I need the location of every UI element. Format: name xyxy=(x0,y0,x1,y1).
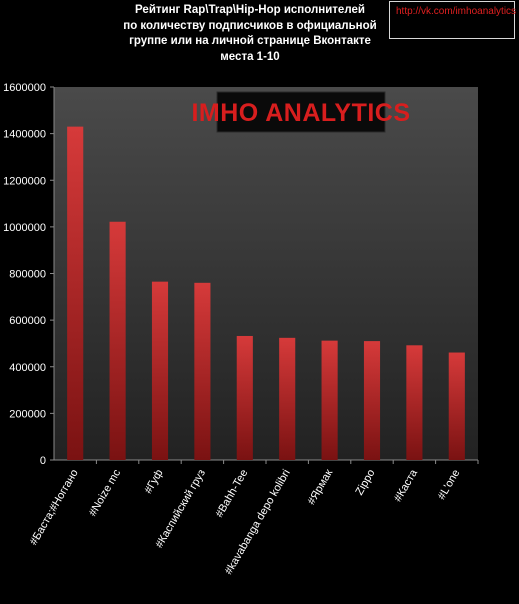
x-tick-label: Zippo xyxy=(353,468,377,498)
chart-title: Рейтинг Rap\Trap\Hip-Hop исполнителей по… xyxy=(100,3,400,65)
x-tick-label: #L'one xyxy=(436,468,463,502)
source-link-box[interactable]: http://vk.com/imhoanalytics xyxy=(389,1,517,39)
bar xyxy=(448,352,465,460)
title-line-4: места 1-10 xyxy=(220,50,280,63)
bar xyxy=(363,341,381,460)
x-tick-label: #Гуф xyxy=(142,468,165,496)
y-tick-label: 1000000 xyxy=(3,222,46,234)
bar xyxy=(194,282,211,460)
bar xyxy=(109,221,126,460)
x-tick-label: #Каста xyxy=(392,467,420,504)
bar xyxy=(151,281,169,460)
bar xyxy=(321,340,338,460)
x-tick-label: #Баста;#Ноггано xyxy=(28,468,81,548)
bar xyxy=(406,345,423,460)
bar xyxy=(236,335,253,460)
watermark-logo: IMHO ANALYTICS xyxy=(191,91,410,133)
source-link[interactable]: http://vk.com/imhoanalytics xyxy=(396,6,517,17)
title-line-2: по количеству подписчиков в официальной xyxy=(123,19,377,32)
y-tick-label: 400000 xyxy=(9,362,46,374)
y-tick-label: 800000 xyxy=(9,269,46,281)
y-tick-label: 200000 xyxy=(9,408,46,420)
title-line-1: Рейтинг Rap\Trap\Hip-Hop исполнителей xyxy=(135,4,365,16)
y-tick-label: 600000 xyxy=(9,315,46,327)
x-tick-label: #Noize mc xyxy=(87,467,124,518)
bar xyxy=(279,337,296,460)
y-tick-label: 1600000 xyxy=(3,82,46,94)
x-tick-label: #Bahh-Tee xyxy=(213,468,250,520)
y-tick-label: 1400000 xyxy=(3,129,46,141)
y-tick-label: 1200000 xyxy=(3,175,46,187)
bar xyxy=(67,126,84,460)
title-line-3: группе или на личной странице Вконтакте xyxy=(129,35,371,47)
y-tick-label: 0 xyxy=(40,455,46,467)
x-tick-label: #Ярмак xyxy=(305,467,335,507)
watermark-text: IMHO ANALYTICS xyxy=(191,99,410,127)
